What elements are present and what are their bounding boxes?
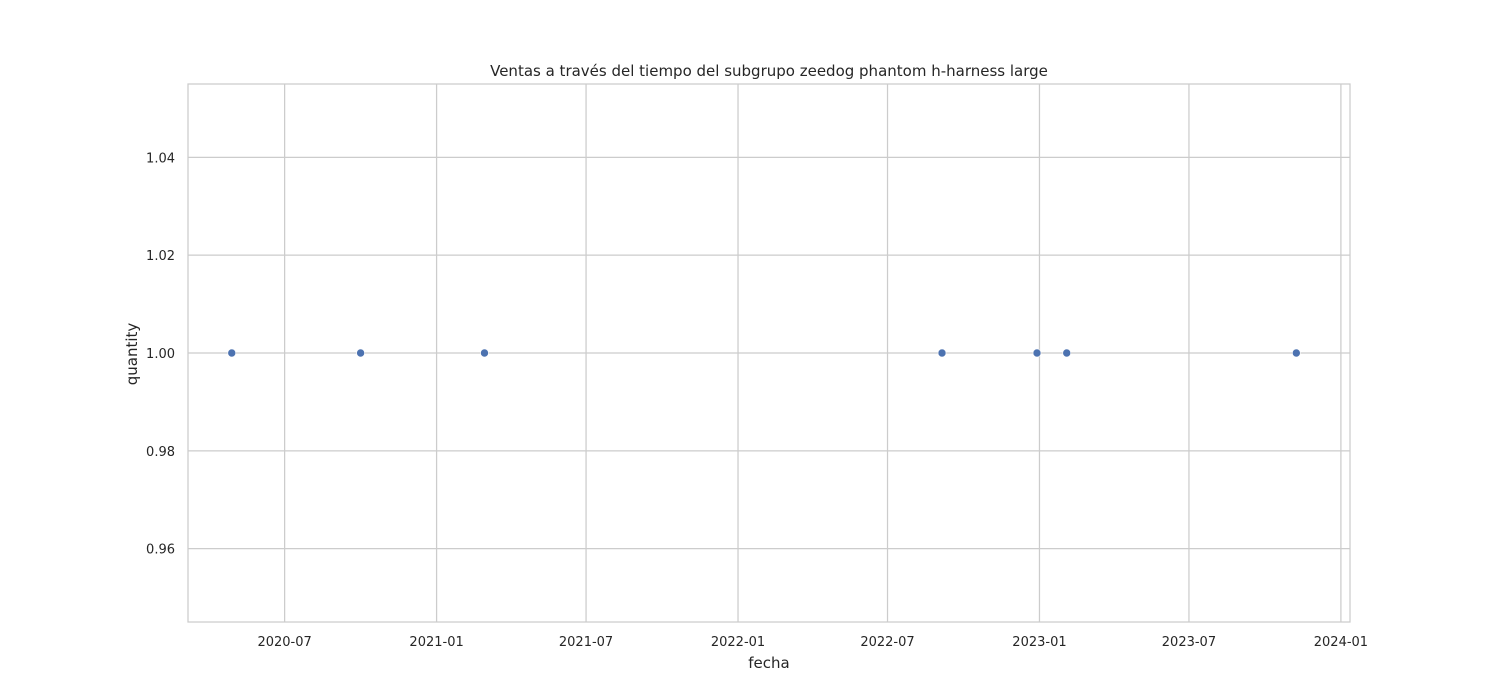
x-tick-label: 2020-07 bbox=[257, 635, 311, 650]
x-tick-label: 2023-07 bbox=[1162, 635, 1216, 650]
y-tick-label: 1.04 bbox=[146, 151, 175, 166]
x-tick-label: 2022-07 bbox=[860, 635, 914, 650]
y-tick-label: 0.98 bbox=[146, 445, 175, 460]
y-tick-label: 0.96 bbox=[146, 543, 175, 558]
x-tick-label: 2024-01 bbox=[1314, 635, 1368, 650]
data-point bbox=[1292, 348, 1301, 358]
data-point bbox=[356, 348, 365, 358]
x-tick-label: 2023-01 bbox=[1012, 635, 1066, 650]
data-point bbox=[937, 348, 947, 358]
data-points bbox=[227, 348, 1301, 358]
chart-title: Ventas a través del tiempo del subgrupo … bbox=[490, 62, 1048, 80]
x-tick-label: 2021-07 bbox=[559, 635, 613, 650]
x-tick-label: 2021-01 bbox=[409, 635, 463, 650]
data-point bbox=[227, 348, 237, 358]
y-tick-label: 1.00 bbox=[146, 347, 175, 362]
x-tick-label: 2022-01 bbox=[711, 635, 765, 650]
plot-frame bbox=[187, 83, 1351, 623]
data-point bbox=[1062, 348, 1072, 358]
data-point bbox=[1032, 348, 1042, 358]
y-tick-label: 1.02 bbox=[146, 249, 175, 264]
y-axis-label: quantity bbox=[123, 323, 141, 386]
x-axis-label: fecha bbox=[748, 654, 789, 672]
x-axis-ticks: 2020-07 2021-01 2021-07 2022-01 2022-07 2023-… bbox=[257, 635, 1368, 650]
data-point bbox=[480, 348, 489, 358]
y-axis-ticks: 0.96 0.98 1.00 1.02 1.04 bbox=[146, 151, 175, 557]
